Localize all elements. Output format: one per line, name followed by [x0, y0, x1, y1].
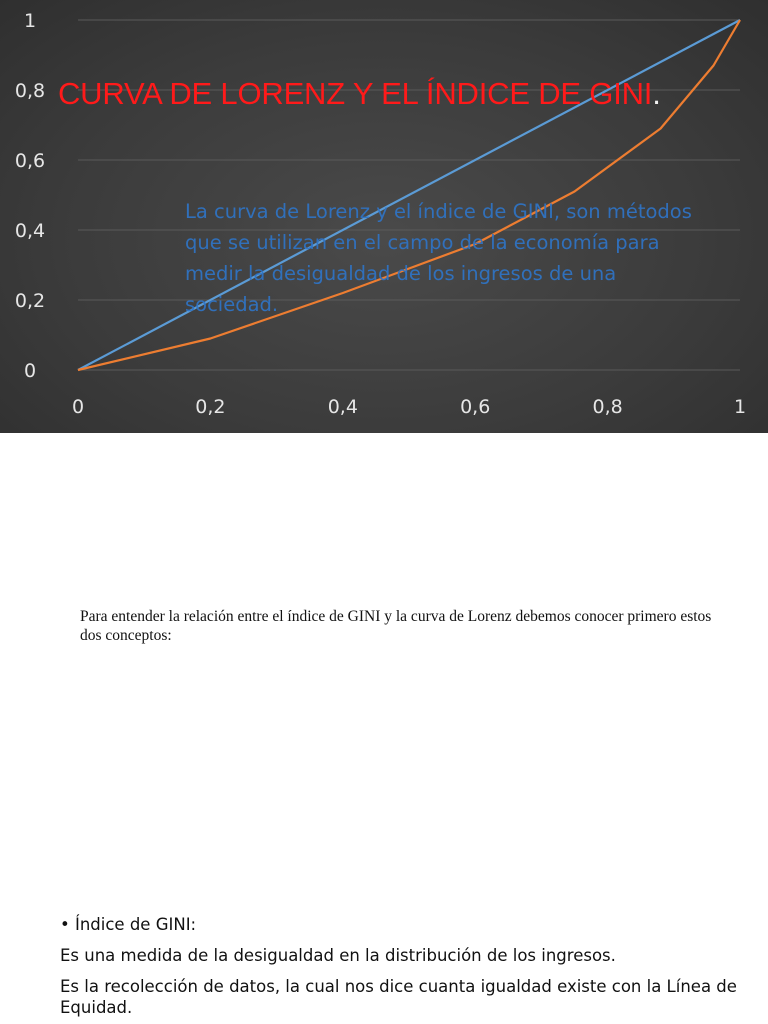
x-tick-label: 0,2	[195, 396, 225, 418]
x-tick-label: 1	[734, 396, 746, 418]
lorenz-curve-line	[77, 19, 741, 372]
slide-chart-image: 0 0,2 0,4 0,6 0,8 1 0 0,2 0,4 0,6 0,8 1 CURVA DE LO…	[0, 0, 768, 433]
intro-paragraph: Para entender la relación entre el índic…	[80, 608, 712, 644]
x-tick-label: 0,4	[328, 396, 358, 418]
slide-title-dot: .	[652, 76, 661, 111]
gini-section: • Índice de GINI: Es una medida de la de…	[60, 914, 750, 1018]
lorenz-chart: 0 0,2 0,4 0,6 0,8 1 0 0,2 0,4 0,6 0,8 1	[15, 10, 746, 418]
slide-title: CURVA DE LORENZ Y EL ÍNDICE DE GINI.	[58, 76, 661, 112]
x-tick-label: 0,6	[460, 396, 490, 418]
gini-detail: Es la recolección de datos, la cual nos …	[60, 977, 737, 1017]
y-tick-label: 0,4	[15, 220, 45, 242]
y-tick-label: 0	[24, 360, 36, 382]
x-tick-label: 0	[72, 396, 84, 418]
y-tick-label: 1	[24, 10, 36, 32]
slide-body-text: La curva de Lorenz y el índice de GINI, …	[185, 200, 692, 316]
gini-bullet-heading: • Índice de GINI:	[60, 915, 197, 934]
x-tick-label: 0,8	[592, 396, 622, 418]
y-tick-label: 0,2	[15, 290, 45, 312]
y-tick-label: 0,6	[15, 150, 45, 172]
y-tick-label: 0,8	[15, 80, 45, 102]
slide-title-text: CURVA DE LORENZ Y EL ÍNDICE DE GINI	[58, 76, 653, 111]
equality-line	[77, 19, 741, 371]
gini-definition: Es una medida de la desigualdad en la di…	[60, 946, 616, 965]
